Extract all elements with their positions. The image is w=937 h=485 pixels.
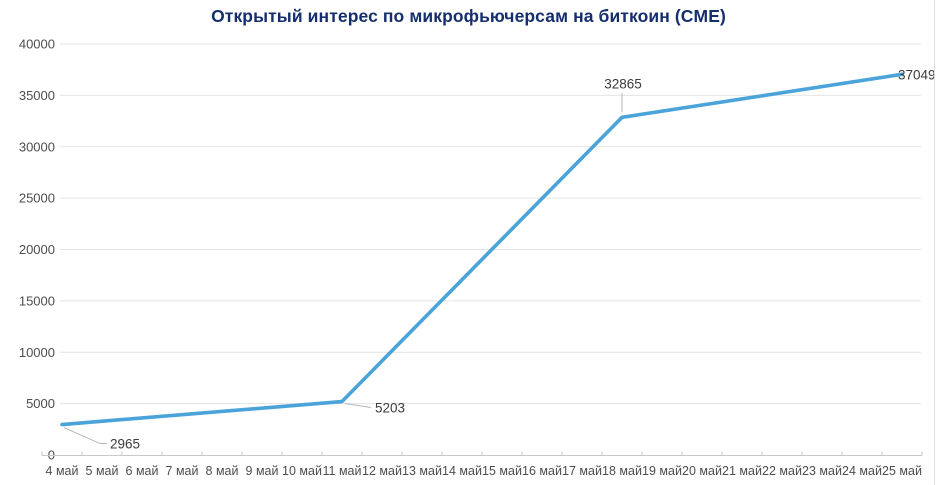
data-point-label: 37049 [898, 67, 936, 82]
x-axis-tick-label: 15 май [482, 464, 522, 478]
x-axis-tick-label: 6 май [126, 464, 159, 478]
frame-right-border [934, 0, 935, 485]
data-point-label: 32865 [604, 76, 642, 91]
x-axis-tick-label: 16 май [522, 464, 562, 478]
x-axis-tick-label: 21 май [722, 464, 762, 478]
series-line [60, 72, 904, 427]
x-axis-tick-label: 22 май [762, 464, 802, 478]
x-axis-tick-label: 5 май [86, 464, 119, 478]
x-axis-tick-label: 18 май [602, 464, 642, 478]
data-label-connector [344, 403, 372, 409]
y-axis-tick-label: 25000 [19, 191, 55, 206]
x-axis-tick-label: 17 май [562, 464, 602, 478]
y-axis-tick-label: 15000 [19, 293, 55, 308]
data-label-connector [63, 427, 107, 445]
x-axis-tick-label: 25 май [882, 464, 922, 478]
y-axis-tick-label: 30000 [19, 139, 55, 154]
x-axis-tick-label: 11 май [323, 464, 362, 478]
y-axis-tick-label: 10000 [19, 345, 55, 360]
x-axis-tick-label: 13 май [402, 464, 442, 478]
y-axis-tick-label: 20000 [19, 242, 55, 257]
data-point-label: 2965 [110, 437, 140, 452]
y-axis-tick-label: 40000 [19, 37, 55, 52]
x-axis-tick-label: 12 май [362, 464, 402, 478]
x-axis-tick-label: 7 май [166, 464, 199, 478]
y-axis-tick-label: 35000 [19, 88, 55, 103]
y-axis-tick-label: 5000 [26, 396, 55, 411]
x-axis-tick-label: 20 май [682, 464, 722, 478]
chart-title: Открытый интерес по микрофьючерсам на би… [211, 6, 726, 26]
x-axis-tick-label: 10 май [282, 464, 322, 478]
x-axis-tick-label: 14 май [442, 464, 482, 478]
x-axis-tick-label: 4 май [46, 464, 79, 478]
x-axis-tick-label: 19 май [642, 464, 682, 478]
x-axis-tick-label: 24 май [842, 464, 882, 478]
x-axis-tick-label: 9 май [246, 464, 279, 478]
x-axis-tick-label: 8 май [206, 464, 239, 478]
x-axis-tick-label: 23 май [802, 464, 842, 478]
data-point-label: 5203 [375, 401, 405, 416]
